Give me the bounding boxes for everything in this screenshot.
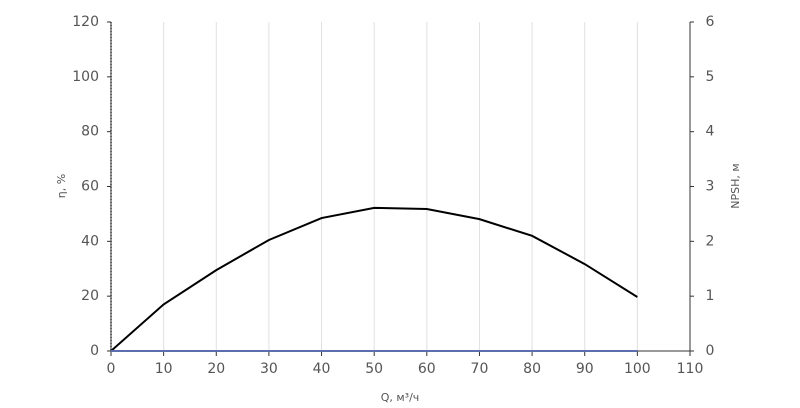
- y2-tick-label: 2: [706, 233, 715, 249]
- x-axis-label: Q, м³/ч: [381, 391, 420, 404]
- y2-tick-label: 5: [706, 69, 715, 85]
- x-tick-label: 110: [677, 361, 704, 377]
- y2-tick-label: 0: [706, 343, 715, 359]
- x-tick-label: 40: [313, 361, 331, 377]
- y2-axis-label: NPSH, м: [729, 163, 742, 208]
- x-tick-label: 30: [260, 361, 278, 377]
- x-tick-label: 100: [624, 361, 651, 377]
- x-tick-label: 70: [471, 361, 489, 377]
- y-tick-label: 40: [81, 233, 99, 249]
- y2-tick-label: 3: [706, 179, 715, 195]
- y-tick-label: 120: [72, 14, 99, 30]
- y-tick-label: 20: [81, 288, 99, 304]
- series-line: [110, 206, 638, 352]
- x-tick-label: 80: [523, 361, 541, 377]
- x-tick-label: 50: [365, 361, 383, 377]
- x-tick-label: 90: [576, 361, 594, 377]
- x-tick-label: 20: [207, 361, 225, 377]
- y2-tick-label: 1: [706, 288, 715, 304]
- y-tick-label: 80: [81, 124, 99, 140]
- y-tick-label: 100: [72, 69, 99, 85]
- y-tick-label: 0: [90, 343, 99, 359]
- y2-tick-label: 6: [706, 14, 715, 30]
- x-tick-label: 0: [107, 361, 116, 377]
- y2-tick-label: 4: [706, 124, 715, 140]
- y-tick-label: 60: [81, 179, 99, 195]
- x-tick-label: 10: [155, 361, 173, 377]
- y-axis-label: η, %: [55, 174, 68, 198]
- x-tick-label: 60: [418, 361, 436, 377]
